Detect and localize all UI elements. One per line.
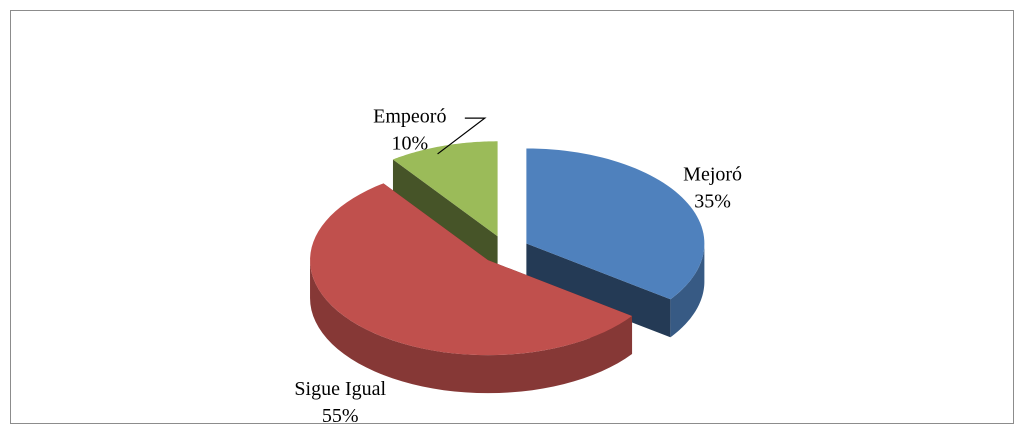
pie-slice: [526, 148, 705, 338]
category-label: Mejoró: [683, 163, 742, 185]
value-label: 35%: [694, 190, 731, 212]
slice-cut-face: [392, 159, 498, 275]
slice-top: [392, 141, 498, 237]
category-label: Sigue Igual: [294, 378, 386, 400]
pie: [310, 141, 705, 394]
slice-top: [310, 183, 633, 356]
slice-top: [526, 148, 705, 300]
leader-line: [437, 117, 487, 155]
pie-slice: [392, 141, 498, 275]
slice-side: [310, 260, 633, 394]
value-label: 55%: [322, 405, 359, 427]
slice-side: [670, 243, 705, 338]
slice-cut-face: [526, 243, 671, 338]
pie-slice: [310, 183, 633, 394]
category-label: Empeoró: [373, 106, 446, 128]
value-label: 10%: [391, 133, 428, 155]
labels: Mejoró 35% Sigue Igual 55% Empeoró 10%: [294, 106, 742, 427]
